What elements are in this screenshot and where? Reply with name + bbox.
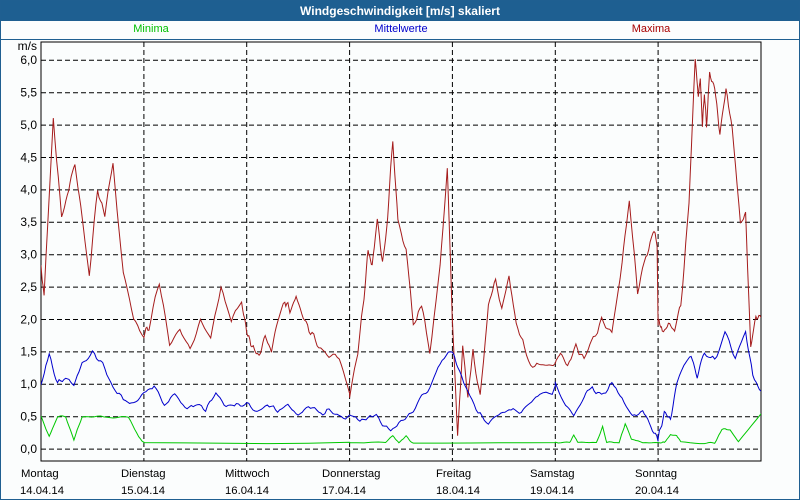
svg-text:1,0: 1,0 — [20, 377, 37, 391]
svg-text:Donnerstag: Donnerstag — [322, 468, 380, 480]
svg-text:Montag: Montag — [21, 468, 59, 480]
svg-text:0,0: 0,0 — [20, 442, 37, 456]
svg-text:Mittwoch: Mittwoch — [225, 468, 270, 480]
svg-text:15.04.14: 15.04.14 — [121, 485, 165, 497]
svg-text:6,0: 6,0 — [20, 53, 37, 67]
svg-text:Sonntag: Sonntag — [635, 468, 677, 480]
svg-text:4,0: 4,0 — [20, 183, 37, 197]
svg-text:17.04.14: 17.04.14 — [322, 485, 366, 497]
svg-text:16.04.14: 16.04.14 — [225, 485, 269, 497]
svg-text:4,5: 4,5 — [20, 150, 37, 164]
svg-text:Dienstag: Dienstag — [121, 468, 166, 480]
svg-text:5,0: 5,0 — [20, 118, 37, 132]
svg-text:20.04.14: 20.04.14 — [635, 485, 679, 497]
svg-text:14.04.14: 14.04.14 — [20, 485, 64, 497]
svg-text:1,5: 1,5 — [20, 345, 37, 359]
svg-text:Samstag: Samstag — [530, 468, 575, 480]
svg-text:Freitag: Freitag — [436, 468, 471, 480]
svg-text:2,0: 2,0 — [20, 312, 37, 326]
svg-text:5,5: 5,5 — [20, 86, 37, 100]
svg-text:18.04.14: 18.04.14 — [436, 485, 480, 497]
svg-text:3,5: 3,5 — [20, 215, 37, 229]
svg-text:2,5: 2,5 — [20, 280, 37, 294]
svg-text:0,5: 0,5 — [20, 410, 37, 424]
svg-text:m/s: m/s — [18, 39, 37, 53]
svg-text:3,0: 3,0 — [20, 248, 37, 262]
svg-text:19.04.14: 19.04.14 — [530, 485, 574, 497]
